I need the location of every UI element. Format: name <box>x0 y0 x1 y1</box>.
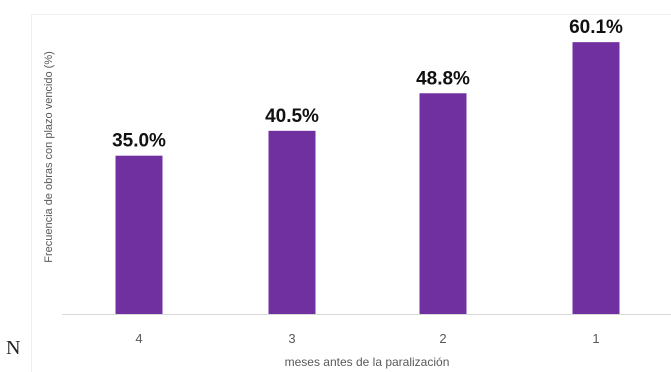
x-tick-label-2: 2 <box>439 331 446 346</box>
data-label-4: 35.0% <box>112 131 166 152</box>
data-labels-layer: 35.0% 40.5% 48.8% 60.1% <box>112 17 623 152</box>
x-tick-label-1: 1 <box>592 331 599 346</box>
x-tick-label-3: 3 <box>288 331 295 346</box>
bar-3 <box>268 130 316 314</box>
bar-4 <box>115 155 163 314</box>
bar-2 <box>419 93 467 314</box>
x-tick-labels-layer: 4 3 2 1 <box>135 331 599 346</box>
x-axis-title: meses antes de la paralización <box>285 355 450 369</box>
stray-text: N <box>6 337 21 359</box>
data-label-2: 48.8% <box>416 68 470 89</box>
data-label-1: 60.1% <box>569 17 623 38</box>
x-tick-label-4: 4 <box>135 331 142 346</box>
y-axis-title: Frecuencia de obras con plazo vencido (%… <box>43 51 55 263</box>
bars-layer <box>115 42 620 314</box>
data-label-3: 40.5% <box>265 106 319 127</box>
bar-1 <box>572 42 620 314</box>
